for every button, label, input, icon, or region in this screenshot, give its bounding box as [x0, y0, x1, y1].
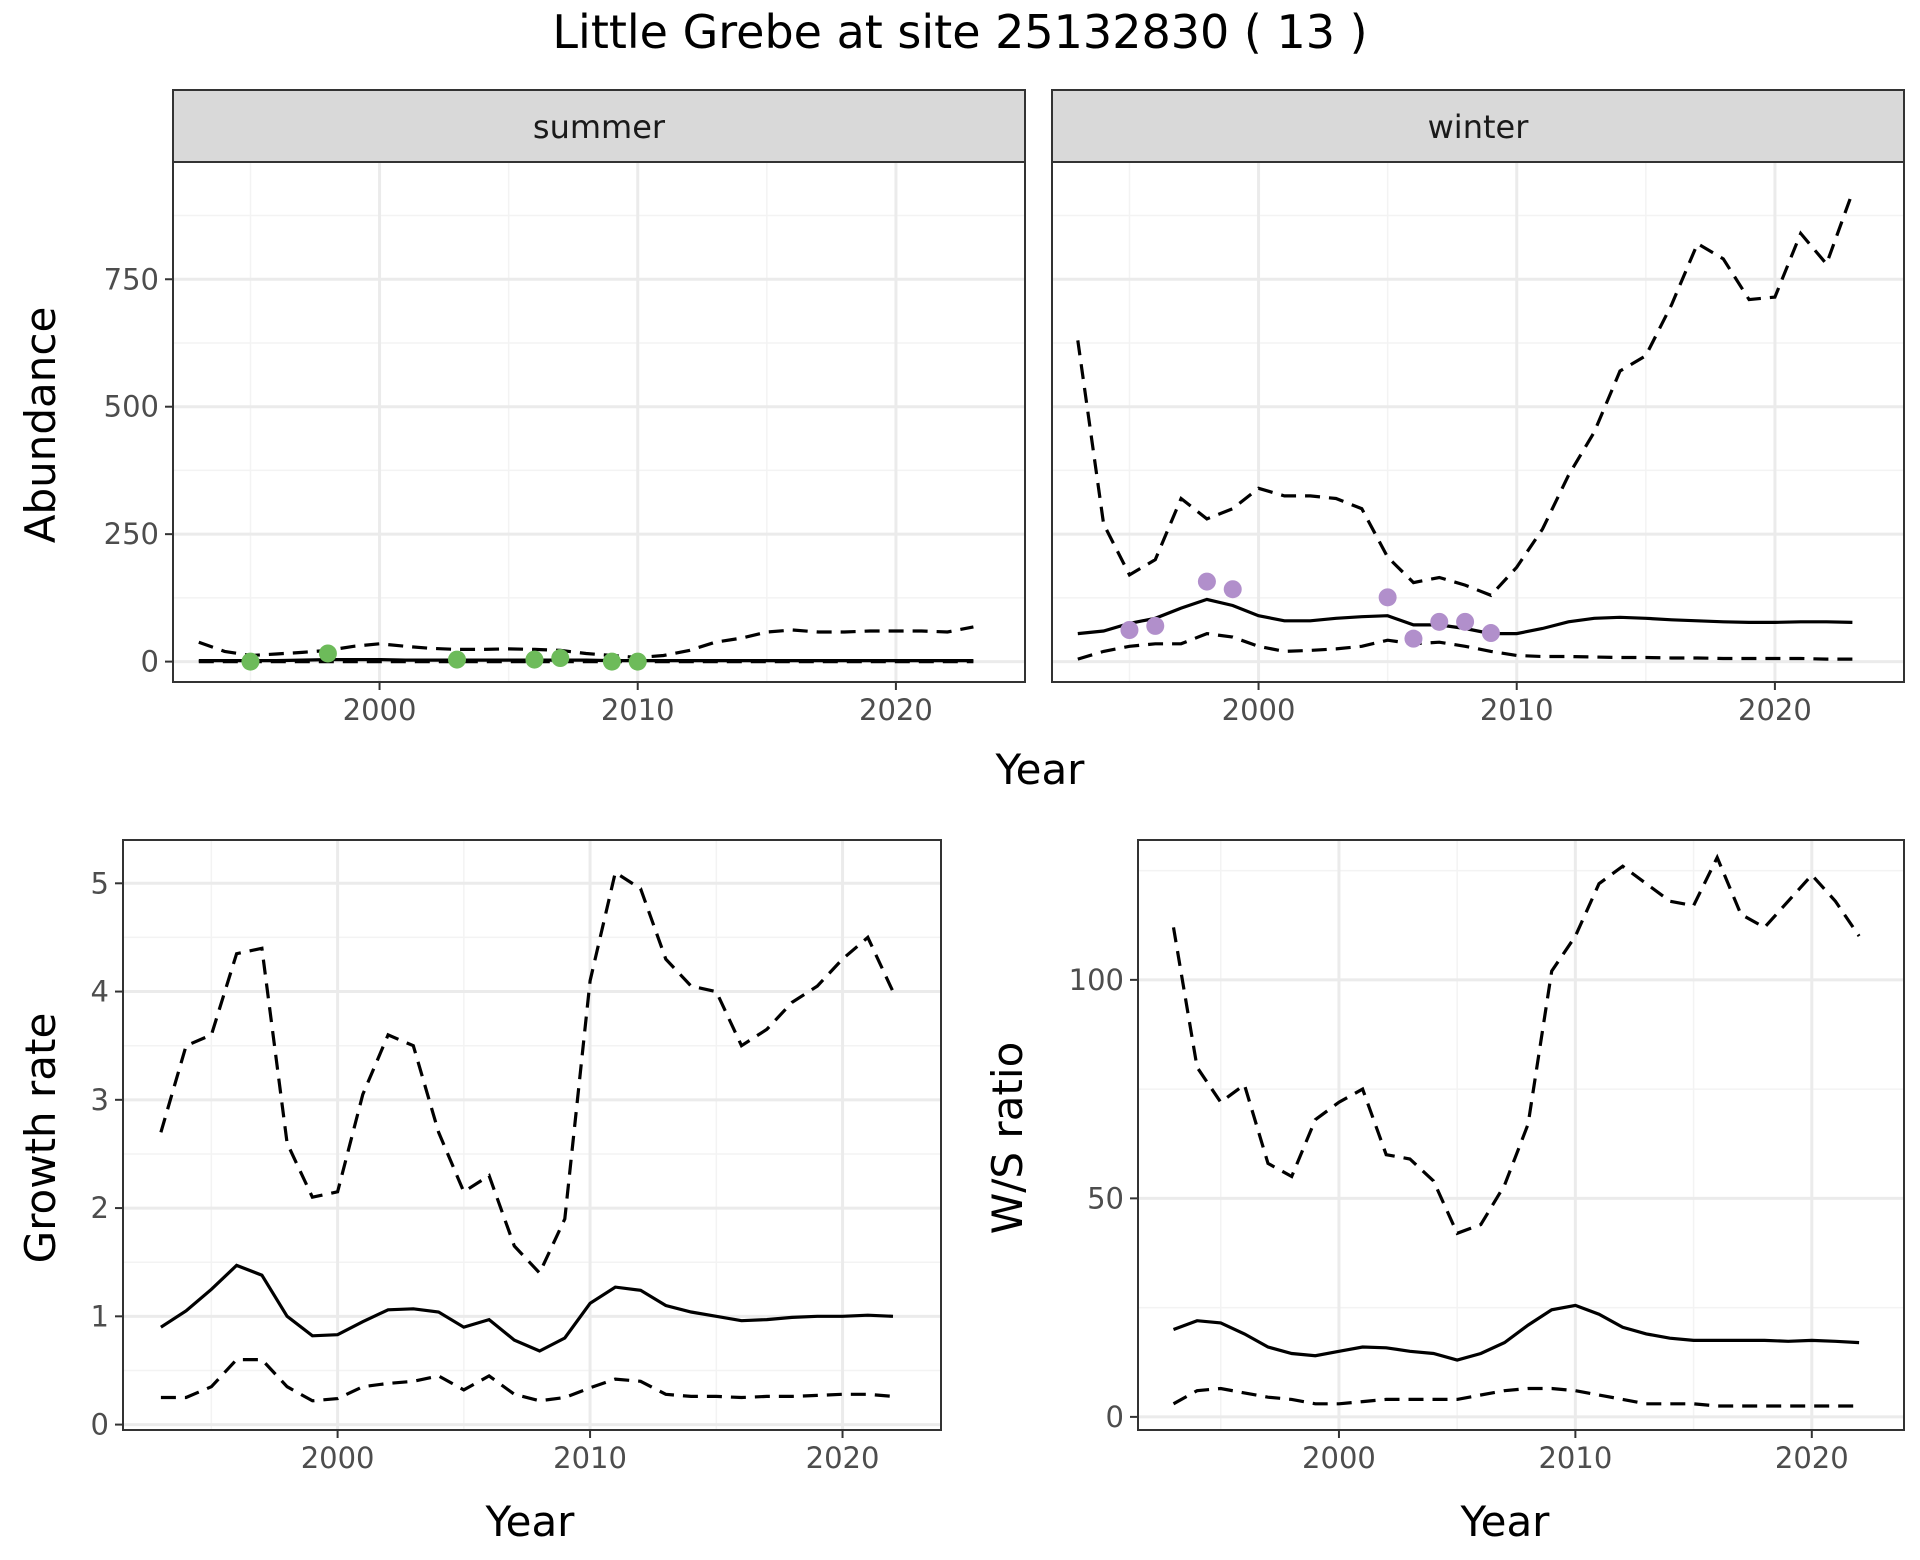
- y-tick-label: 1: [91, 1299, 109, 1333]
- y-tick-label: 3: [91, 1083, 109, 1117]
- plot-area-ws-ratio: 2000 2010 2020 0 50 100: [1069, 839, 1905, 1475]
- series-lower-bound-winter: [1077, 631, 1853, 661]
- x-tick-label: 2010: [553, 1441, 627, 1475]
- plot-area-growth-rate: 2000 2010 2020 0 1 2 3 4 5: [91, 839, 942, 1475]
- y-tick-label: 0: [91, 1408, 109, 1442]
- series-estimate-summer: [198, 658, 974, 663]
- panel-border-ws-ratio: [1137, 839, 1905, 1431]
- series-estimate-growth-rate: [160, 1263, 894, 1353]
- panel-background-summer: [173, 162, 1025, 682]
- facet-label-winter: winter: [1428, 108, 1530, 146]
- observed-point-winter: [1146, 616, 1165, 635]
- x-tick-label: 2010: [601, 693, 675, 727]
- y-tick-label: 2: [91, 1191, 109, 1225]
- observed-point-summer: [241, 652, 260, 671]
- observed-point-summer: [602, 652, 621, 671]
- x-axis-title-abundance: Year: [995, 745, 1086, 794]
- x-tick-label: 2020: [859, 693, 933, 727]
- panel-summer: summer 2000 2010 2020 0 250 500 750: [104, 89, 1026, 727]
- observed-point-summer: [525, 650, 544, 669]
- y-axis-title-ratio: W/S ratio: [983, 1042, 1032, 1235]
- y-tick-label: 50: [1087, 1181, 1124, 1215]
- y-tick-label: 250: [104, 517, 159, 551]
- x-tick-label: 2020: [1738, 693, 1812, 727]
- series-lower-bound-growth-rate: [160, 1358, 894, 1403]
- observed-point-winter: [1197, 572, 1216, 591]
- panel-border-growth-rate: [122, 839, 942, 1431]
- plot-area-summer: 2000 2010 2020 0 250 500 750: [104, 161, 1026, 727]
- x-tick-label: 2010: [1538, 1441, 1612, 1475]
- y-tick-label: 0: [141, 645, 159, 679]
- chart-title: Little Grebe at site 25132830 ( 13 ): [552, 5, 1367, 59]
- x-tick-label: 2010: [1480, 693, 1554, 727]
- observed-point-winter: [1223, 580, 1242, 599]
- series-upper-bound-growth-rate: [159, 869, 895, 1276]
- panel-border-winter: [1051, 161, 1905, 683]
- panel-border-summer: [172, 161, 1026, 683]
- panel-background-winter: [1052, 162, 1904, 682]
- x-axis-title-ratio: Year: [1460, 1497, 1551, 1546]
- facet-label-summer: summer: [533, 108, 666, 146]
- series-lower-bound-ws-ratio: [1172, 1386, 1860, 1408]
- observed-point-summer: [318, 644, 337, 663]
- x-tick-label: 2000: [1302, 1441, 1376, 1475]
- x-tick-label: 2000: [301, 1441, 375, 1475]
- observed-point-winter: [1481, 624, 1500, 643]
- plot-area-winter: 2000 2010 2020: [1051, 161, 1905, 727]
- observed-point-winter: [1378, 588, 1397, 607]
- panel-winter: winter 2000 2010 2020: [1051, 89, 1905, 727]
- observed-point-summer: [448, 650, 466, 669]
- observed-point-winter: [1430, 612, 1449, 631]
- y-tick-label: 5: [91, 866, 109, 900]
- observed-point-winter: [1456, 612, 1475, 631]
- x-axis-title-growth: Year: [485, 1497, 576, 1546]
- series-estimate-ws-ratio: [1172, 1303, 1860, 1362]
- panel-ws-ratio: 2000 2010 2020 0 50 100: [1069, 839, 1905, 1475]
- observed-point-winter: [1404, 629, 1423, 648]
- y-axis-title-growth: Growth rate: [16, 1013, 65, 1264]
- panel-background-growth-rate: [123, 840, 941, 1430]
- y-tick-label: 750: [104, 262, 159, 296]
- x-tick-label: 2000: [1222, 693, 1296, 727]
- y-tick-label: 4: [91, 975, 109, 1009]
- panel-growth-rate: 2000 2010 2020 0 1 2 3 4 5: [91, 839, 942, 1475]
- x-tick-label: 2020: [806, 1441, 880, 1475]
- series-upper-bound-winter: [1076, 192, 1854, 598]
- observed-point-winter: [1120, 621, 1139, 639]
- observed-point-summer: [551, 649, 570, 668]
- facet-strip-winter: [1051, 89, 1905, 163]
- x-tick-label: 2020: [1775, 1441, 1849, 1475]
- observed-point-summer: [628, 652, 647, 671]
- x-tick-label: 2000: [343, 693, 417, 727]
- y-tick-label: 0: [1106, 1400, 1124, 1434]
- y-axis-title-abundance: Abundance: [16, 307, 65, 544]
- series-upper-bound-ws-ratio: [1171, 853, 1861, 1236]
- y-tick-label: 500: [104, 390, 159, 424]
- y-tick-label: 100: [1069, 963, 1124, 997]
- facet-strip-summer: [172, 89, 1026, 163]
